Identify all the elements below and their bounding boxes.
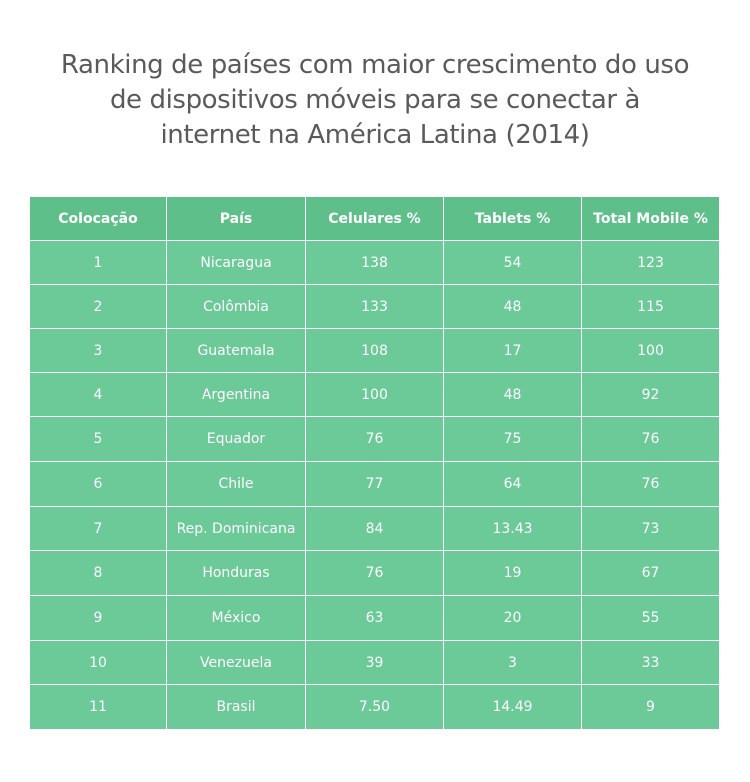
cell-total-mobile: 76 xyxy=(581,416,720,462)
cell-total-mobile: 9 xyxy=(581,684,720,730)
cell-pais: Nicaragua xyxy=(166,240,306,285)
cell-pais: Equador xyxy=(166,416,306,462)
cell-total-mobile: 115 xyxy=(581,284,720,329)
cell-tablets: 54 xyxy=(443,240,582,285)
column-header-pais: País xyxy=(166,196,306,241)
cell-tablets: 13.43 xyxy=(443,506,582,551)
cell-total-mobile: 123 xyxy=(581,240,720,285)
cell-colocacao: 6 xyxy=(29,461,167,507)
table-body: 1 Nicaragua 138 54 123 2 Colômbia 133 48 115 3 Guat… xyxy=(29,240,720,730)
column-header-colocacao: Colocação xyxy=(29,196,167,241)
cell-total-mobile: 73 xyxy=(581,506,720,551)
cell-colocacao: 9 xyxy=(29,595,167,641)
cell-pais: México xyxy=(166,595,306,641)
cell-colocacao: 11 xyxy=(29,684,167,730)
cell-total-mobile: 92 xyxy=(581,372,720,417)
cell-pais: Rep. Dominicana xyxy=(166,506,306,551)
column-header-celulares: Celulares % xyxy=(305,196,444,241)
cell-tablets: 14.49 xyxy=(443,684,582,730)
cell-pais: Guatemala xyxy=(166,328,306,373)
cell-colocacao: 4 xyxy=(29,372,167,417)
cell-tablets: 19 xyxy=(443,550,582,596)
table-row: 3 Guatemala 108 17 100 xyxy=(29,328,720,373)
cell-celulares: 39 xyxy=(305,640,444,685)
cell-tablets: 48 xyxy=(443,372,582,417)
cell-celulares: 138 xyxy=(305,240,444,285)
table-row: 7 Rep. Dominicana 84 13.43 73 xyxy=(29,506,720,551)
cell-colocacao: 3 xyxy=(29,328,167,373)
cell-colocacao: 2 xyxy=(29,284,167,329)
cell-total-mobile: 67 xyxy=(581,550,720,596)
cell-celulares: 84 xyxy=(305,506,444,551)
cell-colocacao: 10 xyxy=(29,640,167,685)
cell-total-mobile: 55 xyxy=(581,595,720,641)
table-row: 4 Argentina 100 48 92 xyxy=(29,372,720,417)
cell-celulares: 77 xyxy=(305,461,444,507)
ranking-table: Colocação País Celulares % Tablets % Tot… xyxy=(29,196,720,730)
table-row: 10 Venezuela 39 3 33 xyxy=(29,640,720,685)
table-row: 2 Colômbia 133 48 115 xyxy=(29,284,720,329)
table-row: 8 Honduras 76 19 67 xyxy=(29,550,720,596)
table-row: 6 Chile 77 64 76 xyxy=(29,461,720,507)
cell-celulares: 7.50 xyxy=(305,684,444,730)
table-row: 11 Brasil 7.50 14.49 9 xyxy=(29,684,720,730)
header-row: Colocação País Celulares % Tablets % Tot… xyxy=(29,196,720,241)
cell-pais: Brasil xyxy=(166,684,306,730)
cell-colocacao: 5 xyxy=(29,416,167,462)
cell-pais: Argentina xyxy=(166,372,306,417)
cell-tablets: 17 xyxy=(443,328,582,373)
table-row: 9 México 63 20 55 xyxy=(29,595,720,641)
cell-pais: Honduras xyxy=(166,550,306,596)
column-header-total-mobile: Total Mobile % xyxy=(581,196,720,241)
cell-pais: Colômbia xyxy=(166,284,306,329)
cell-celulares: 108 xyxy=(305,328,444,373)
cell-tablets: 3 xyxy=(443,640,582,685)
cell-celulares: 63 xyxy=(305,595,444,641)
cell-pais: Venezuela xyxy=(166,640,306,685)
cell-celulares: 76 xyxy=(305,416,444,462)
cell-colocacao: 8 xyxy=(29,550,167,596)
cell-colocacao: 1 xyxy=(29,240,167,285)
cell-tablets: 48 xyxy=(443,284,582,329)
cell-tablets: 20 xyxy=(443,595,582,641)
table-row: 1 Nicaragua 138 54 123 xyxy=(29,240,720,285)
page-title: Ranking de países com maior crescimento … xyxy=(60,50,690,150)
cell-tablets: 75 xyxy=(443,416,582,462)
cell-total-mobile: 33 xyxy=(581,640,720,685)
cell-celulares: 76 xyxy=(305,550,444,596)
table-row: 5 Equador 76 75 76 xyxy=(29,416,720,462)
cell-colocacao: 7 xyxy=(29,506,167,551)
cell-pais: Chile xyxy=(166,461,306,507)
cell-total-mobile: 100 xyxy=(581,328,720,373)
cell-celulares: 133 xyxy=(305,284,444,329)
cell-tablets: 64 xyxy=(443,461,582,507)
cell-celulares: 100 xyxy=(305,372,444,417)
column-header-tablets: Tablets % xyxy=(443,196,582,241)
cell-total-mobile: 76 xyxy=(581,461,720,507)
